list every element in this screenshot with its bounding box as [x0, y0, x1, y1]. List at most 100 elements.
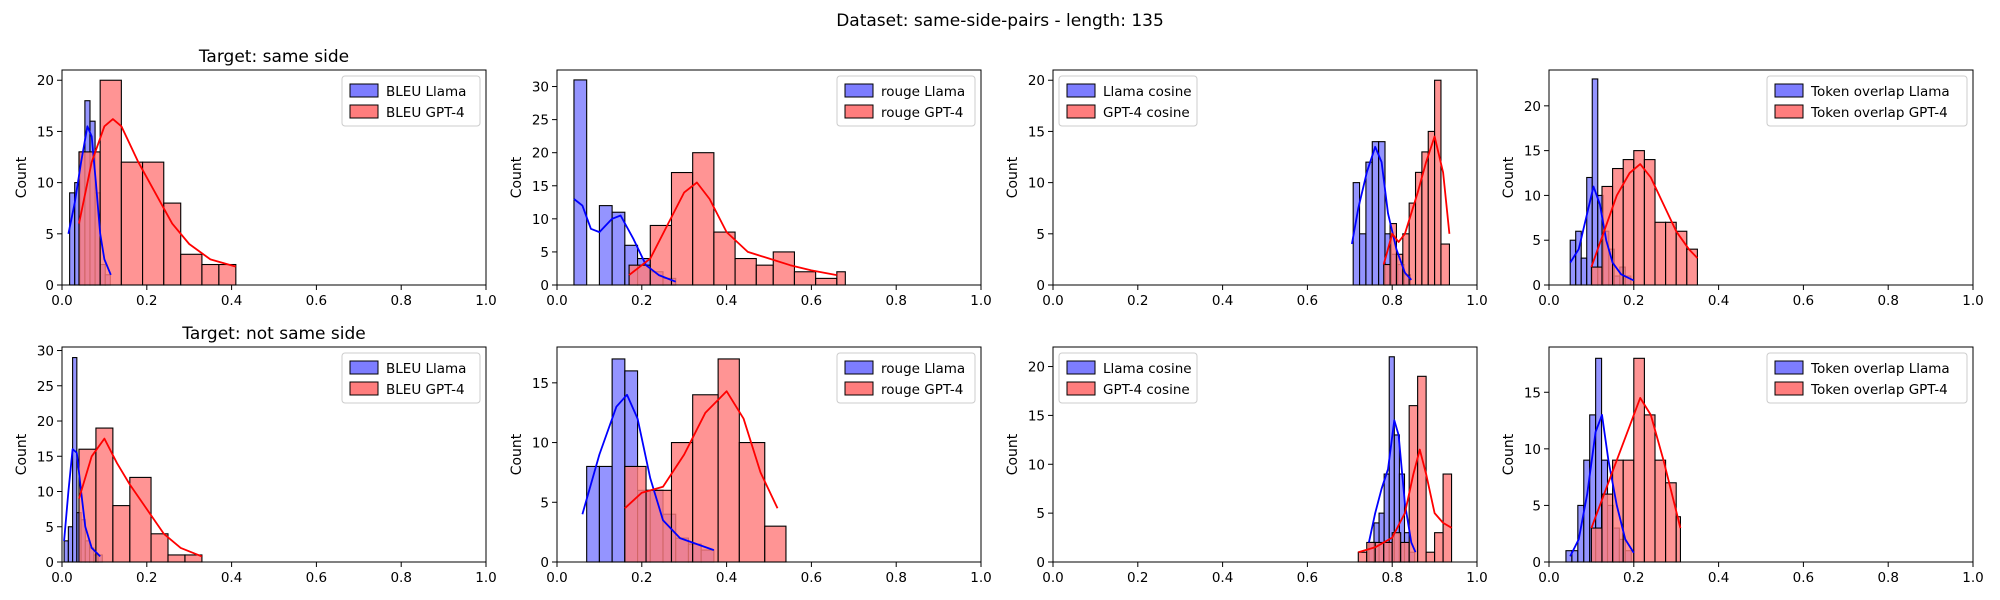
y-tick-label: 30 — [532, 80, 549, 96]
histogram-bar — [692, 152, 715, 286]
y-tick-label: 0 — [45, 278, 54, 294]
legend-label: Token overlap Llama — [1810, 361, 1950, 377]
x-tick-label: 0.0 — [546, 293, 567, 309]
y-tick-label: 15 — [532, 376, 549, 392]
legend-label: GPT-4 cosine — [1103, 105, 1190, 121]
y-tick-label: 5 — [45, 227, 54, 243]
legend-box — [1766, 352, 1968, 404]
x-tick-label: 0.6 — [801, 570, 822, 586]
histogram-bar — [1601, 493, 1614, 563]
x-tick-label: 1.0 — [475, 293, 496, 309]
kde-curve — [1368, 419, 1417, 553]
y-axis-label: Count — [1501, 433, 1517, 475]
x-tick-label: 0.6 — [1793, 293, 1814, 309]
legend-label: rouge Llama — [881, 84, 965, 100]
x-tick-label: 0.6 — [306, 570, 327, 586]
legend-swatch — [1774, 381, 1804, 396]
legend-label: rouge Llama — [881, 361, 965, 377]
y-tick-label: 5 — [1532, 233, 1541, 249]
y-tick-label: 15 — [37, 124, 54, 140]
y-tick-label: 15 — [37, 449, 54, 465]
x-tick-label: 1.0 — [1962, 570, 1983, 586]
histogram-bar — [734, 257, 757, 286]
axes-frame — [1548, 346, 1974, 563]
y-tick-label: 20 — [37, 414, 54, 430]
x-tick-label: 0.0 — [546, 570, 567, 586]
kde-curve — [573, 198, 677, 283]
histogram-bar — [163, 202, 182, 286]
subplot-title: Target: not same side — [181, 324, 366, 344]
y-tick-label: 0 — [1036, 555, 1045, 571]
x-tick-label: 0.8 — [1877, 293, 1898, 309]
histogram-bar — [670, 442, 694, 563]
histogram-bar — [1622, 159, 1635, 286]
y-tick-label: 15 — [532, 179, 549, 195]
kde-curve — [1569, 185, 1635, 282]
histogram-bar — [167, 554, 186, 563]
histogram-bar — [1590, 266, 1603, 286]
y-tick-label: 20 — [1028, 360, 1045, 376]
axes-frame — [61, 346, 487, 563]
x-tick-label: 0.0 — [1042, 293, 1063, 309]
x-tick-label: 0.4 — [1708, 293, 1729, 309]
x-tick-label: 0.0 — [1538, 570, 1559, 586]
axes-frame — [1052, 69, 1478, 286]
x-tick-label: 0.4 — [1212, 570, 1233, 586]
legend-swatch — [1774, 83, 1804, 98]
legend-label: Token overlap GPT-4 — [1810, 382, 1948, 398]
x-tick-label: 0.0 — [51, 570, 72, 586]
histogram-bar — [611, 358, 626, 563]
x-tick-label: 0.8 — [1381, 293, 1402, 309]
legend-swatch — [844, 83, 874, 98]
kde-curve — [581, 393, 715, 551]
legend-swatch — [1774, 104, 1804, 119]
histogram-bar — [586, 465, 600, 563]
kde-curve — [1382, 135, 1451, 265]
histogram-bar — [713, 231, 736, 286]
legend-label: Token overlap Llama — [1810, 84, 1950, 100]
histogram-bar — [218, 263, 237, 286]
x-tick-label: 0.4 — [221, 570, 242, 586]
histogram-bar — [1622, 459, 1635, 563]
histogram-bar — [598, 465, 613, 563]
y-tick-label: 20 — [37, 73, 54, 89]
histogram-bar — [836, 271, 846, 286]
y-tick-label: 10 — [1524, 442, 1541, 458]
histogram-bar — [611, 211, 626, 286]
legend-label: Token overlap GPT-4 — [1810, 105, 1948, 121]
histogram-bar — [142, 161, 165, 286]
x-tick-label: 1.0 — [475, 570, 496, 586]
legend: rouge Llama rouge GPT-4 — [836, 75, 976, 127]
kde-curve — [1358, 448, 1453, 554]
histogram-bar — [1357, 551, 1368, 563]
kde-curve — [67, 125, 112, 276]
legend-swatch — [1774, 360, 1804, 375]
x-tick-label: 0.2 — [631, 293, 652, 309]
histogram-bar — [1434, 79, 1442, 286]
y-axis-label: Count — [1005, 433, 1021, 475]
legend-label: rouge GPT-4 — [881, 382, 963, 398]
histogram-bar — [112, 505, 131, 563]
histogram-bar — [598, 205, 613, 286]
y-tick-label: 10 — [1028, 176, 1045, 192]
x-tick-label: 1.0 — [970, 570, 991, 586]
x-tick-label: 0.2 — [1623, 570, 1644, 586]
histogram-bar — [692, 394, 719, 563]
y-tick-label: 10 — [1028, 457, 1045, 473]
histogram-bar — [1633, 357, 1645, 563]
legend-label: Llama cosine — [1103, 84, 1192, 100]
histogram-bar — [1440, 243, 1450, 286]
legend-label: rouge GPT-4 — [881, 105, 963, 121]
legend-label: BLEU GPT-4 — [386, 382, 465, 398]
subplot-title: Target: same side — [198, 47, 349, 67]
y-tick-label: 5 — [540, 495, 549, 511]
y-tick-label: 0 — [1036, 278, 1045, 294]
subplot-2: 0.0 0.2 0.4 0.6 0.8 1.0 0 5 10 15 20 25 30 Count rouge… — [509, 69, 992, 309]
legend-label: Llama cosine — [1103, 361, 1192, 377]
histogram-bar — [717, 358, 740, 563]
y-tick-label: 25 — [532, 113, 549, 129]
y-tick-label: 5 — [540, 245, 549, 261]
legend-label: BLEU GPT-4 — [386, 105, 465, 121]
y-tick-label: 10 — [1524, 188, 1541, 204]
x-tick-label: 0.6 — [1297, 293, 1318, 309]
